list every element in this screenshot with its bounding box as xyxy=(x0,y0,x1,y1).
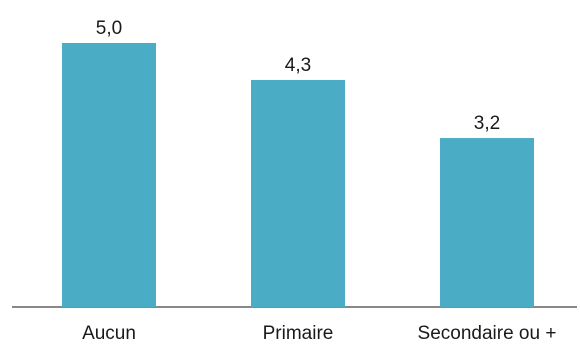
bar-1 xyxy=(251,79,345,308)
bar-0 xyxy=(62,43,156,307)
x-tick-labels-group: Aucun Primaire Secondaire ou + xyxy=(82,323,556,344)
bar-2 xyxy=(440,138,534,307)
bar-value-label-1: 4,3 xyxy=(285,55,311,76)
bars-group xyxy=(62,43,534,308)
x-tick-label-1: Primaire xyxy=(263,323,334,344)
x-tick-label-2: Secondaire ou + xyxy=(418,323,557,344)
value-labels-group: 5,0 4,3 3,2 xyxy=(96,18,500,134)
x-tick-label-0: Aucun xyxy=(82,323,136,344)
bar-value-label-0: 5,0 xyxy=(96,18,122,39)
bar-value-label-2: 3,2 xyxy=(474,113,500,134)
